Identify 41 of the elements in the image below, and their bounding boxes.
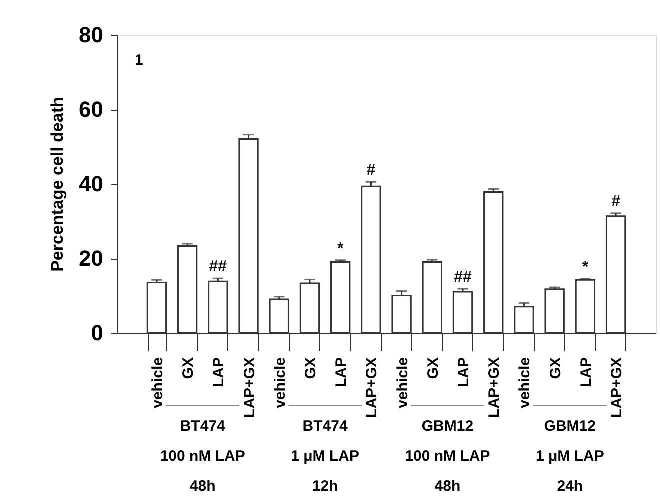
x-tick-label: LAP+GX (608, 358, 626, 418)
x-tick-label: GX (424, 358, 442, 380)
y-tick-label: 60 (79, 97, 104, 122)
x-tick-label: LAP (578, 358, 595, 388)
x-tick-label: GX (302, 358, 320, 380)
data-label: # (612, 193, 621, 210)
y-tick-label: 20 (79, 246, 104, 271)
text: 1 μM LAP (291, 448, 360, 465)
text: 48h (434, 478, 461, 495)
x-tick-label: LAP (333, 358, 350, 388)
x-tick-label: vehicle (394, 358, 412, 408)
text: 1 μM LAP (536, 448, 604, 465)
x-tick-label: GX (180, 358, 198, 380)
data-label: ## (209, 258, 228, 276)
text: 100 nM LAP (405, 448, 490, 465)
text: 12h (312, 478, 338, 495)
y-tick-label: 80 (79, 22, 104, 48)
text: BT474 (302, 418, 348, 435)
data-label: ## (454, 269, 472, 286)
x-tick-label: vehicle (272, 358, 289, 408)
data-label: * (337, 240, 344, 258)
x-tick-label: vehicle (516, 358, 534, 408)
x-tick-label: LAP+GX (241, 358, 258, 418)
text: 24h (557, 478, 584, 495)
y-tick-label: 40 (79, 172, 104, 196)
annotation: 1 (135, 52, 144, 69)
text: GBM12 (422, 418, 474, 435)
y-axis-title: Percentage cell death (48, 97, 68, 272)
x-tick-label: vehicle (149, 358, 166, 408)
text: 100 nM LAP (160, 448, 246, 465)
y-tick-label: 0 (91, 320, 104, 346)
x-tick-label: GX (547, 358, 564, 380)
text: BT474 (180, 418, 226, 435)
text: 48h (190, 478, 216, 495)
data-label: # (366, 162, 376, 180)
text: GBM12 (544, 418, 596, 435)
x-tick-label: LAP (456, 358, 473, 388)
x-tick-label: LAP+GX (364, 358, 381, 418)
data-label: * (582, 258, 590, 276)
x-tick-label: LAP (210, 358, 228, 388)
x-tick-label: LAP+GX (486, 358, 504, 418)
